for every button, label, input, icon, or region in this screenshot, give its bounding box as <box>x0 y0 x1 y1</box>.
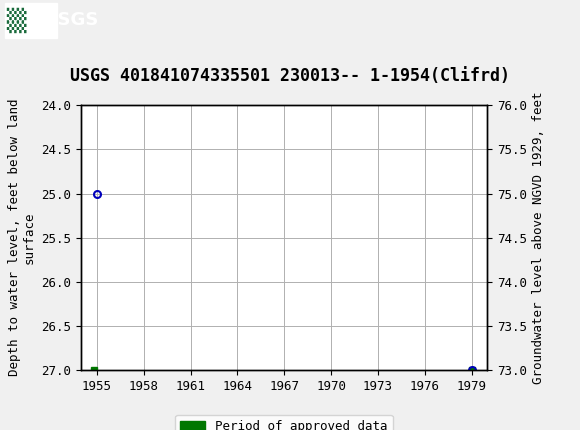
Text: ▒: ▒ <box>6 8 25 33</box>
Y-axis label: Groundwater level above NGVD 1929, feet: Groundwater level above NGVD 1929, feet <box>532 91 545 384</box>
Y-axis label: Depth to water level, feet below land
surface: Depth to water level, feet below land su… <box>8 99 36 376</box>
Text: USGS 401841074335501 230013-- 1-1954(Clifrd): USGS 401841074335501 230013-- 1-1954(Cli… <box>70 67 510 85</box>
Text: USGS: USGS <box>44 12 99 29</box>
FancyBboxPatch shape <box>5 3 57 37</box>
Legend: Period of approved data: Period of approved data <box>175 415 393 430</box>
